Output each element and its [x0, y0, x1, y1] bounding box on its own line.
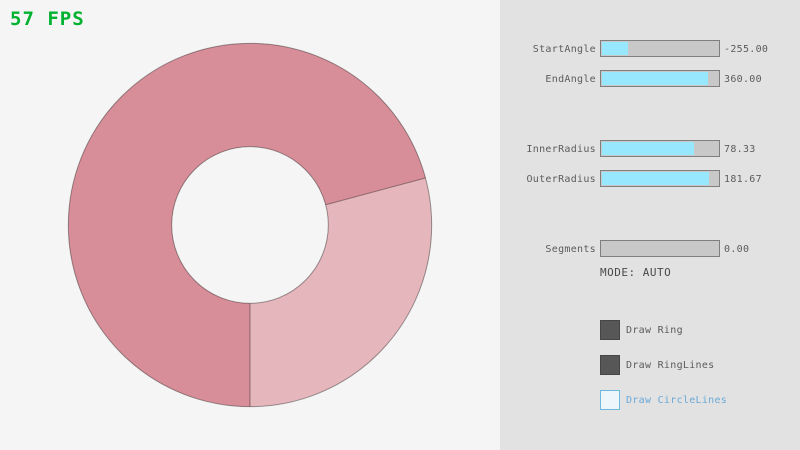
ring-sector — [68, 43, 426, 407]
slider-start-angle-track[interactable] — [600, 40, 720, 57]
checkbox-draw-ringlines[interactable]: Draw RingLines — [500, 355, 800, 375]
ring-sector — [250, 177, 432, 407]
slider-segments-value: 0.00 — [724, 244, 750, 255]
checkbox-draw-ring-label: Draw Ring — [626, 325, 683, 336]
checkbox-draw-ringlines-label: Draw RingLines — [626, 360, 715, 371]
slider-end-angle-value: 360.00 — [724, 74, 762, 85]
ring-canvas — [67, 42, 433, 408]
ring-boundary-line — [325, 177, 426, 206]
ring-outline — [67, 42, 433, 408]
slider-outer-radius-track[interactable] — [600, 170, 720, 187]
slider-start-angle-value: -255.00 — [724, 44, 769, 55]
slider-segments: Segments 0.00 — [500, 240, 800, 257]
slider-inner-radius-fill — [602, 142, 695, 155]
segments-mode-text: MODE: AUTO — [600, 266, 672, 279]
slider-end-angle-label: EndAngle — [545, 74, 596, 85]
slider-outer-radius-value: 181.67 — [724, 174, 762, 185]
slider-start-angle: StartAngle -255.00 — [500, 40, 800, 57]
checkbox-draw-ring-box[interactable] — [600, 320, 620, 340]
ring-outline — [171, 146, 329, 304]
slider-inner-radius-label: InnerRadius — [526, 144, 596, 155]
slider-end-angle-track[interactable] — [600, 70, 720, 87]
slider-outer-radius-label: OuterRadius — [526, 174, 596, 185]
slider-segments-track[interactable] — [600, 240, 720, 257]
controls-panel: StartAngle -255.00 EndAngle 360.00 Inner… — [500, 0, 800, 450]
checkbox-draw-ring[interactable]: Draw Ring — [500, 320, 800, 340]
checkbox-draw-circlelines-box[interactable] — [600, 390, 620, 410]
slider-inner-radius-value: 78.33 — [724, 144, 756, 155]
slider-outer-radius-fill — [602, 172, 710, 185]
slider-segments-label: Segments — [545, 244, 596, 255]
slider-end-angle: EndAngle 360.00 — [500, 70, 800, 87]
checkbox-draw-circlelines[interactable]: Draw CircleLines — [500, 390, 800, 410]
slider-end-angle-fill — [602, 72, 709, 85]
slider-start-angle-fill — [602, 42, 628, 55]
slider-start-angle-label: StartAngle — [532, 44, 596, 55]
checkbox-draw-ringlines-box[interactable] — [600, 355, 620, 375]
fps-counter: 57 FPS — [10, 8, 85, 30]
slider-outer-radius: OuterRadius 181.67 — [500, 170, 800, 187]
slider-inner-radius: InnerRadius 78.33 — [500, 140, 800, 157]
slider-inner-radius-track[interactable] — [600, 140, 720, 157]
checkbox-draw-circlelines-label: Draw CircleLines — [626, 395, 728, 406]
